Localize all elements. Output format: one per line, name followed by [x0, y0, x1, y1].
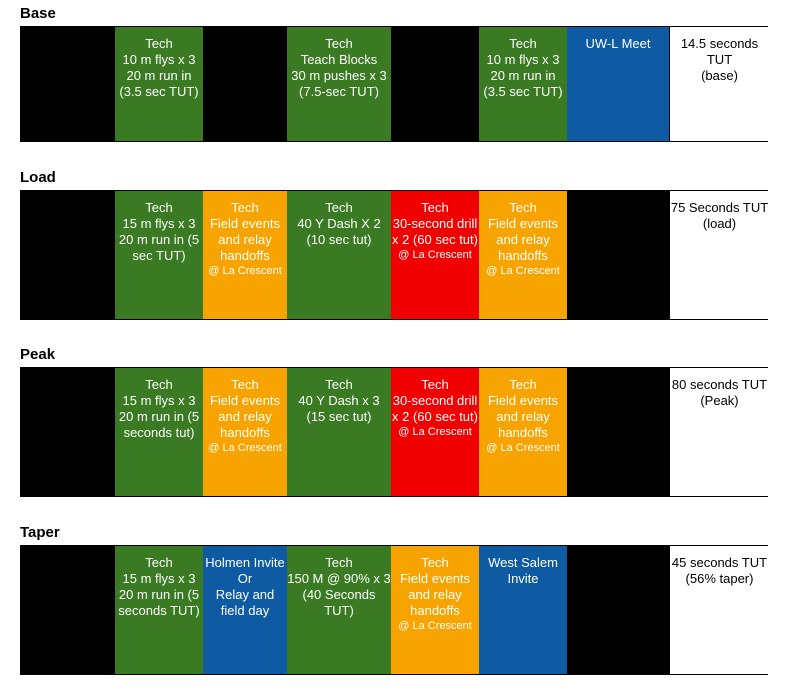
cell-text: Tech 30-second drill x 2 (60 sec tut): [392, 200, 478, 247]
schedule-row-taper: Tech 15 m flys x 3 20 m run in (5 second…: [20, 545, 769, 675]
cell-text: 14.5 seconds TUT (base): [680, 36, 759, 83]
blank-day-cell: [567, 191, 669, 319]
workout-cell: Tech 15 m flys x 3 20 m run in (5 sec TU…: [115, 191, 203, 319]
cell-text: Tech Teach Blocks 30 m pushes x 3 (7.5-s…: [291, 36, 387, 99]
cell-text: UW-L Meet: [585, 36, 651, 51]
workout-cell: Tech 150 M @ 90% x 3 (40 Seconds TUT): [287, 546, 391, 674]
section-title-peak: Peak: [20, 346, 56, 363]
blank-day-cell: [567, 368, 669, 496]
workout-cell: Holmen Invite Or Relay and field day: [203, 546, 287, 674]
cell-location: @ La Crescent: [398, 426, 472, 438]
workout-cell: Tech Field events and relay handoffs @ La…: [479, 191, 567, 319]
cell-location: @ La Crescent: [486, 442, 560, 454]
cell-text: Tech Field events and relay handoffs: [487, 200, 559, 263]
workout-cell: Tech 15 m flys x 3 20 m run in (5 second…: [115, 546, 203, 674]
workout-cell: West Salem Invite: [479, 546, 567, 674]
cell-text: 75 Seconds TUT (load): [670, 200, 769, 231]
blank-day-cell: [21, 27, 115, 141]
cell-text: Tech Field events and relay handoffs: [399, 555, 471, 618]
cell-text: Tech Field events and relay handoffs: [487, 377, 559, 440]
schedule-row-peak: Tech 15 m flys x 3 20 m run in (5 second…: [20, 367, 769, 497]
workout-cell: Tech 10 m flys x 3 20 m run in (3.5 sec …: [479, 27, 567, 141]
cell-location: @ La Crescent: [486, 265, 560, 277]
section-title-load: Load: [20, 169, 56, 186]
workout-cell: UW-L Meet: [567, 27, 669, 141]
workout-cell: Tech 30-second drill x 2 (60 sec tut) @ L…: [391, 191, 479, 319]
workout-cell: Tech 30-second drill x 2 (60 sec tut) @ L…: [391, 368, 479, 496]
blank-day-cell: [21, 368, 115, 496]
cell-text: Tech 15 m flys x 3 20 m run in (5 second…: [118, 555, 200, 618]
workout-cell: Tech Field events and relay handoffs @ La…: [391, 546, 479, 674]
blank-day-cell: [567, 546, 669, 674]
workout-cell: Tech 15 m flys x 3 20 m run in (5 second…: [115, 368, 203, 496]
blank-day-cell: [21, 191, 115, 319]
cell-text: 45 seconds TUT (56% taper): [671, 555, 768, 586]
cell-text: Tech 40 Y Dash x 3 (15 sec tut): [298, 377, 380, 424]
cell-text: Holmen Invite Or Relay and field day: [205, 555, 285, 618]
workout-cell: Tech Field events and relay handoffs @ La…: [479, 368, 567, 496]
schedule-row-load: Tech 15 m flys x 3 20 m run in (5 sec TU…: [20, 190, 769, 320]
cell-text: Tech 40 Y Dash X 2 (10 sec tut): [297, 200, 381, 247]
cell-text: Tech 30-second drill x 2 (60 sec tut): [392, 377, 478, 424]
cell-text: Tech 150 M @ 90% x 3 (40 Seconds TUT): [287, 555, 391, 618]
cell-text: Tech Field events and relay handoffs: [209, 200, 281, 263]
cell-location: @ La Crescent: [208, 442, 282, 454]
workout-cell: Tech Field events and relay handoffs @ La…: [203, 368, 287, 496]
cell-location: @ La Crescent: [398, 620, 472, 632]
schedule-row-base: Tech 10 m flys x 3 20 m run in (3.5 sec …: [20, 26, 769, 142]
cell-text: Tech 10 m flys x 3 20 m run in (3.5 sec …: [483, 36, 563, 99]
tut-summary-cell: 45 seconds TUT (56% taper): [669, 546, 769, 674]
section-title-base: Base: [20, 5, 56, 22]
cell-text: 80 seconds TUT (Peak): [671, 377, 768, 408]
workout-cell: Tech 40 Y Dash x 3 (15 sec tut): [287, 368, 391, 496]
workout-cell: Tech Field events and relay handoffs @ La…: [203, 191, 287, 319]
blank-day-cell: [203, 27, 287, 141]
tut-summary-cell: 14.5 seconds TUT (base): [669, 27, 769, 141]
tut-summary-cell: 80 seconds TUT (Peak): [669, 368, 769, 496]
section-title-taper: Taper: [20, 524, 60, 541]
workout-cell: Tech 40 Y Dash X 2 (10 sec tut): [287, 191, 391, 319]
cell-location: @ La Crescent: [208, 265, 282, 277]
cell-text: Tech 10 m flys x 3 20 m run in (3.5 sec …: [119, 36, 199, 99]
cell-text: Tech Field events and relay handoffs: [209, 377, 281, 440]
blank-day-cell: [21, 546, 115, 674]
cell-text: Tech 15 m flys x 3 20 m run in (5 sec TU…: [118, 200, 200, 263]
tut-summary-cell: 75 Seconds TUT (load): [669, 191, 769, 319]
cell-text: West Salem Invite: [488, 555, 558, 586]
cell-location: @ La Crescent: [398, 249, 472, 261]
cell-text: Tech 15 m flys x 3 20 m run in (5 second…: [118, 377, 200, 440]
workout-cell: Tech 10 m flys x 3 20 m run in (3.5 sec …: [115, 27, 203, 141]
blank-day-cell: [391, 27, 479, 141]
workout-cell: Tech Teach Blocks 30 m pushes x 3 (7.5-s…: [287, 27, 391, 141]
